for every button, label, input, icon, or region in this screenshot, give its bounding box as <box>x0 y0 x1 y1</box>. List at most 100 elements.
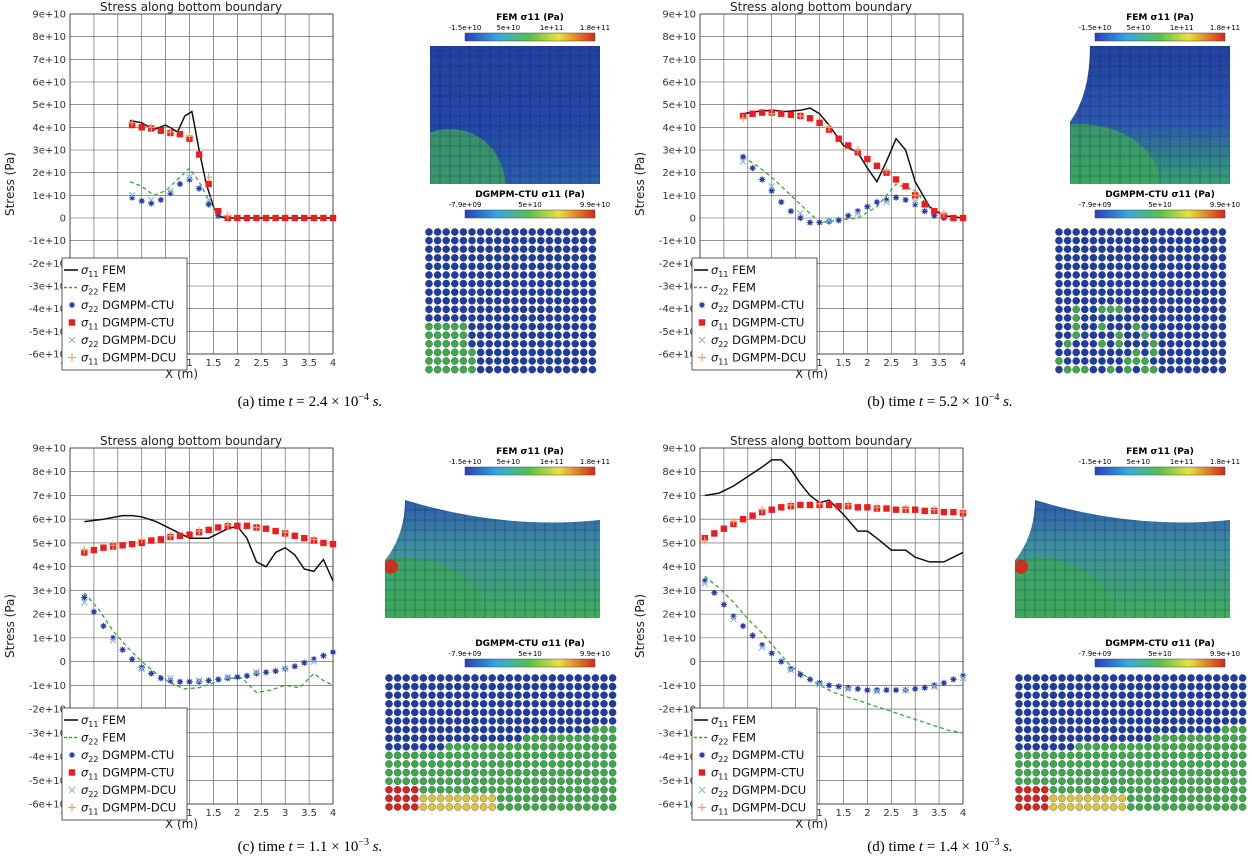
data-point <box>835 503 841 509</box>
y-tick-label: 9e+10 <box>32 444 66 455</box>
data-point <box>778 658 784 664</box>
data-point <box>69 302 75 308</box>
y-tick-label: -4e+10 <box>29 752 66 763</box>
colorbar-tick: -7.9e+09 <box>449 650 482 658</box>
colorbar-tick: -1.5e+10 <box>1079 458 1112 466</box>
colorbar-tick: 9.9e+10 <box>1210 650 1240 658</box>
y-tick-label: 4e+10 <box>662 562 696 573</box>
mpm-colorbar: DGMPM-CTU σ11 (Pa)-7.9e+09 5e+10 9.9e+10 <box>1079 190 1240 218</box>
y-tick-label: 2e+10 <box>32 168 66 179</box>
y-tick-label: 4e+10 <box>662 123 696 134</box>
data-point <box>158 536 164 542</box>
stress-chart: -1.5-1-0.500.511.522.533.549e+108e+107e+… <box>0 434 620 834</box>
series <box>702 502 967 542</box>
data-point <box>205 527 211 533</box>
data-point <box>292 533 298 539</box>
colorbar-tick: -1.5e+10 <box>1079 24 1112 32</box>
data-point <box>902 197 908 203</box>
legend: σ11 FEMσ22 FEMσ22 DGMPM-CTUσ11 DGMPM-CTU… <box>62 258 187 370</box>
y-tick-label: 6e+10 <box>662 78 696 89</box>
colorbar-tick: 5e+10 <box>1127 458 1151 466</box>
y-tick-label: -3e+10 <box>29 282 66 293</box>
colorbar-tick: 5e+10 <box>518 201 542 209</box>
y-tick-label: 8e+10 <box>32 32 66 43</box>
data-point <box>855 686 861 692</box>
data-point <box>778 504 784 510</box>
series <box>129 122 336 221</box>
data-point <box>845 213 851 219</box>
data-point <box>864 504 870 510</box>
data-point <box>234 215 240 221</box>
colorbar-tick: 1.8e+11 <box>1210 24 1240 32</box>
series <box>130 168 228 218</box>
colorbar-tick: 5e+10 <box>1148 650 1172 658</box>
colorbar-title: DGMPM-CTU σ11 (Pa) <box>475 190 585 200</box>
dgmpm-particle-field <box>385 674 616 810</box>
colorbar-tick: 1e+11 <box>540 24 564 32</box>
series <box>81 523 336 556</box>
x-tick-label: 1.5 <box>206 358 222 369</box>
fem-colorbar: FEM σ11 (Pa)-1.5e+10 5e+10 1e+11 1.8e+11 <box>1079 13 1240 41</box>
y-axis-label: Stress (Pa) <box>3 152 17 216</box>
colorbar-title: FEM σ11 (Pa) <box>496 447 564 457</box>
y-tick-label: -6e+10 <box>29 350 66 361</box>
y-tick-label: 0 <box>690 214 696 225</box>
data-point <box>196 679 202 685</box>
data-point <box>826 218 832 224</box>
data-point <box>69 319 75 325</box>
data-point <box>855 504 861 510</box>
data-point <box>950 509 956 515</box>
data-point <box>778 111 784 117</box>
data-point <box>215 524 221 530</box>
y-tick-label: 8e+10 <box>32 467 66 478</box>
chart-title: Stress along bottom boundary <box>730 0 912 14</box>
data-point <box>699 769 705 775</box>
y-tick-label: -6e+10 <box>659 350 696 361</box>
data-point <box>721 601 727 607</box>
y-tick-label: 5e+10 <box>662 100 696 111</box>
legend: σ11 FEMσ22 FEMσ22 DGMPM-CTUσ11 DGMPM-CTU… <box>692 708 817 820</box>
data-point <box>301 535 307 541</box>
legend-entry: σ22 FEM <box>81 731 126 747</box>
stress-chart: -1.5-1-0.500.511.522.533.549e+108e+107e+… <box>630 0 1250 400</box>
data-point <box>205 677 211 683</box>
y-tick-label: 6e+10 <box>32 78 66 89</box>
data-point <box>139 124 145 130</box>
y-tick-label: 0 <box>690 657 696 668</box>
y-tick-label: 9e+10 <box>662 444 696 455</box>
x-tick-label: 2 <box>864 808 870 819</box>
colorbar-tick: -7.9e+09 <box>449 201 482 209</box>
y-tick-label: -1e+10 <box>29 681 66 692</box>
data-point <box>893 176 899 182</box>
data-point <box>158 128 164 134</box>
y-tick-label: -1e+10 <box>659 681 696 692</box>
data-point <box>941 680 947 686</box>
panel-a: -1.5-1-0.500.511.522.533.549e+108e+107e+… <box>0 0 620 425</box>
x-tick-label: 4 <box>960 808 966 819</box>
data-point <box>788 208 794 214</box>
legend-entry: σ11 FEM <box>711 263 756 279</box>
data-point <box>272 528 278 534</box>
y-tick-label: 0 <box>60 214 66 225</box>
legend-entry: σ22 FEM <box>81 281 126 297</box>
dgmpm-particle-field <box>1015 674 1246 810</box>
y-tick-label: -6e+10 <box>659 800 696 811</box>
x-tick-label: 2.5 <box>253 808 269 819</box>
x-tick-label: 2 <box>234 808 240 819</box>
panel-c: -1.5-1-0.500.511.522.533.549e+108e+107e+… <box>0 434 620 859</box>
caption: (b) time t = 5.2 × 10−4 s. <box>630 392 1250 411</box>
data-point <box>205 181 211 187</box>
data-point <box>330 215 336 221</box>
data-point <box>749 111 755 117</box>
colorbar-tick: 9.9e+10 <box>580 650 610 658</box>
data-point <box>148 200 154 206</box>
colorbar-tick: -7.9e+09 <box>1079 201 1112 209</box>
x-tick-label: 3.5 <box>931 358 947 369</box>
data-point <box>893 194 899 200</box>
fem-colorbar: FEM σ11 (Pa)-1.5e+10 5e+10 1e+11 1.8e+11 <box>449 447 610 475</box>
data-point <box>177 131 183 137</box>
stress-chart: -1.5-1-0.500.511.522.533.549e+108e+107e+… <box>630 434 1250 834</box>
y-tick-label: -4e+10 <box>29 304 66 315</box>
y-tick-label: 7e+10 <box>32 55 66 66</box>
data-point <box>139 664 145 670</box>
